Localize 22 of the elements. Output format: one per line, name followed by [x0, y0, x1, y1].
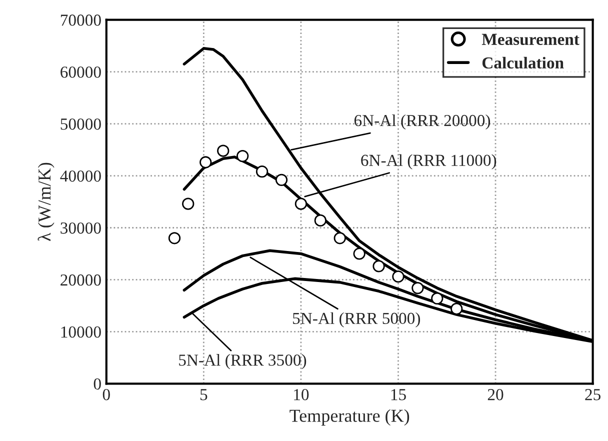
annotation: 6N-Al (RRR 20000) [354, 114, 490, 130]
y-tick-label: 50000 [60, 118, 101, 130]
x-tick-label: 5 [200, 389, 208, 400]
y-tick-label: 20000 [60, 274, 101, 286]
y-tick-label: 30000 [60, 222, 101, 234]
x-tick-label: 0 [102, 389, 110, 400]
y-tick-label: 70000 [60, 14, 101, 26]
y-axis-title: λ (W/m/K) [38, 162, 54, 242]
x-tick-label: 25 [585, 389, 600, 400]
annotation: 6N-Al (RRR 11000) [361, 154, 496, 170]
y-tick-label: 60000 [60, 66, 101, 78]
x-tick-label: 20 [488, 389, 504, 400]
legend-label: Measurement [482, 34, 580, 46]
legend-label: Calculation [482, 56, 564, 69]
y-tick-label: 40000 [60, 170, 101, 182]
y-tick-label: 0 [94, 378, 101, 390]
x-axis-title: Temperature (K) [290, 409, 410, 426]
annotation: 5N-Al (RRR 3500) [179, 354, 306, 370]
x-tick-label: 10 [294, 389, 309, 400]
x-tick-label: 15 [391, 389, 406, 400]
y-tick-label: 10000 [61, 326, 101, 338]
annotation: 5N-Al (RRR 5000) [293, 312, 420, 328]
